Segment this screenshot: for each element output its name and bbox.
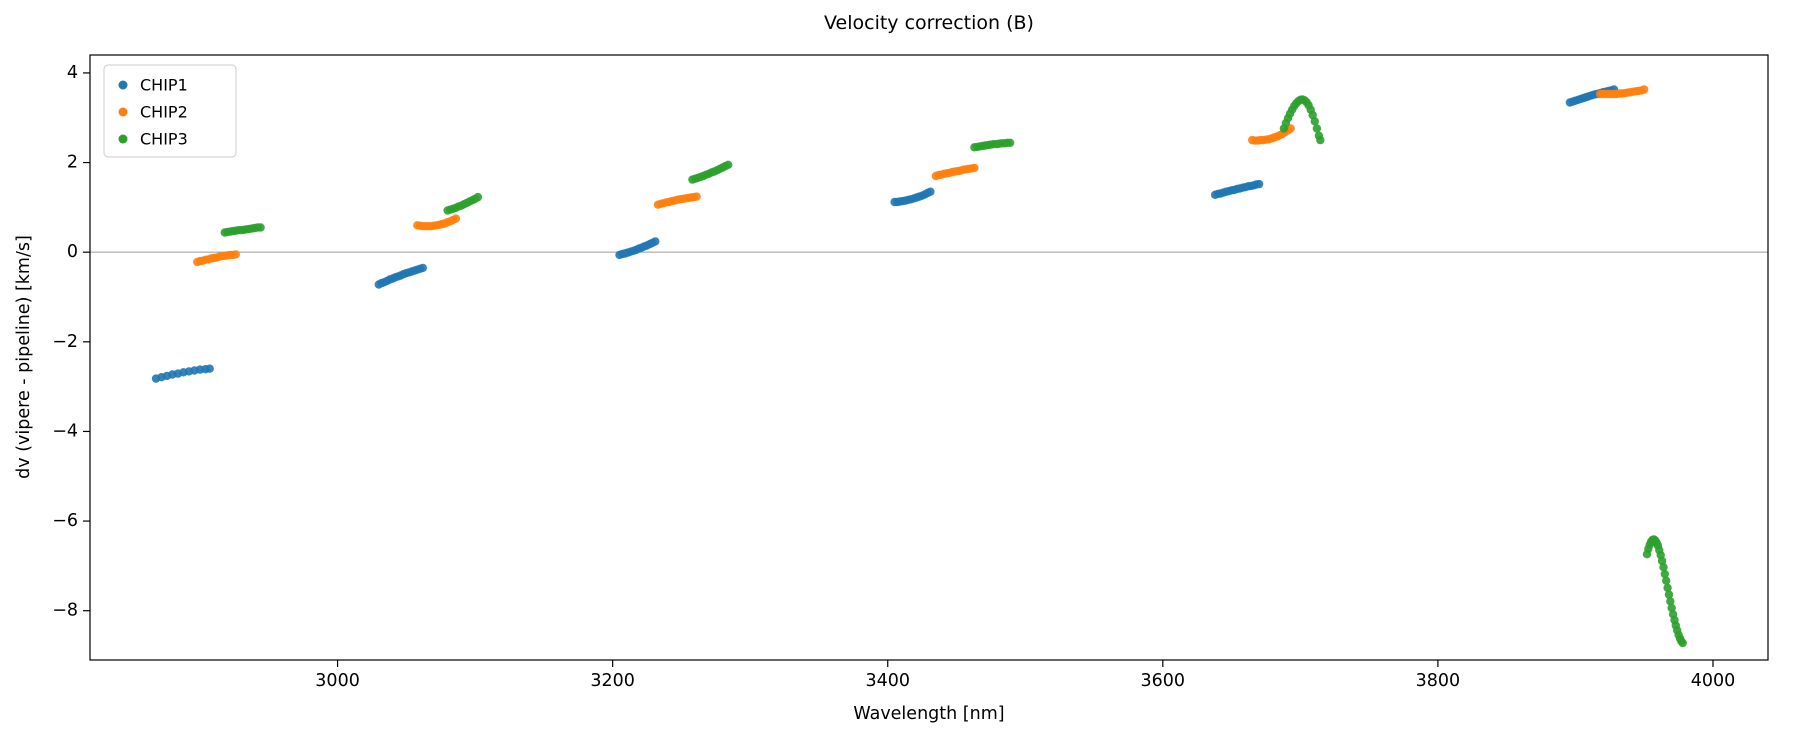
x-axis-label: Wavelength [nm] bbox=[853, 704, 1005, 724]
legend-label-chip3: CHIP3 bbox=[140, 130, 188, 149]
legend-marker-chip1 bbox=[118, 80, 128, 90]
svg-text:−2: −2 bbox=[52, 332, 78, 352]
series-chip2 bbox=[193, 85, 1649, 267]
svg-text:3800: 3800 bbox=[1416, 671, 1461, 691]
series-chip3 bbox=[220, 95, 1687, 648]
svg-text:3000: 3000 bbox=[315, 671, 360, 691]
chart-title: Velocity correction (B) bbox=[824, 12, 1034, 34]
svg-text:−8: −8 bbox=[52, 601, 78, 621]
legend-box bbox=[103, 64, 237, 158]
legend-marker-chip3 bbox=[118, 134, 128, 144]
svg-text:3200: 3200 bbox=[590, 671, 635, 691]
legend-label-chip1: CHIP1 bbox=[140, 76, 188, 95]
series-chip1 bbox=[151, 85, 1619, 383]
svg-text:−6: −6 bbox=[52, 511, 78, 531]
legend: CHIP1 CHIP2 CHIP3 bbox=[103, 64, 237, 158]
y-axis-ticks: 4 2 0 −2 −4 −6 −8 bbox=[52, 63, 90, 621]
legend-label-chip2: CHIP2 bbox=[140, 103, 188, 122]
svg-text:0: 0 bbox=[67, 242, 78, 262]
svg-text:4000: 4000 bbox=[1691, 671, 1736, 691]
svg-text:3600: 3600 bbox=[1141, 671, 1186, 691]
svg-text:3400: 3400 bbox=[865, 671, 910, 691]
svg-text:−4: −4 bbox=[52, 421, 78, 441]
axes-spines bbox=[89, 54, 1769, 661]
svg-text:4: 4 bbox=[67, 63, 78, 83]
legend-marker-chip2 bbox=[118, 107, 128, 117]
svg-text:2: 2 bbox=[67, 153, 78, 173]
x-axis-ticks: 3000 3200 3400 3600 3800 4000 bbox=[315, 660, 1735, 691]
